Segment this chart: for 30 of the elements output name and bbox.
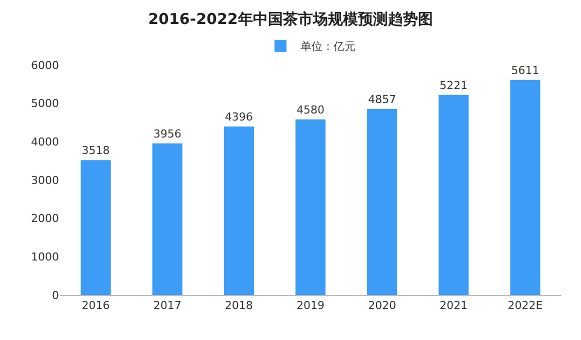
y-tick-label: 1000 xyxy=(31,250,59,264)
data-label: 5611 xyxy=(511,64,540,77)
bar xyxy=(80,160,111,295)
bar xyxy=(510,80,540,295)
x-tick-label: 2020 xyxy=(368,299,396,312)
data-label: 5221 xyxy=(440,78,468,92)
bar xyxy=(224,126,254,295)
x-tick-label: 2021 xyxy=(440,299,468,312)
data-label: 4396 xyxy=(224,110,253,124)
x-tick-label: 2022E xyxy=(508,299,543,312)
y-tick-label: 3000 xyxy=(31,174,59,187)
x-tick-label: 2017 xyxy=(153,299,182,312)
data-label: 4857 xyxy=(368,92,396,106)
y-tick-label: 0 xyxy=(52,288,59,302)
y-tick-label: 2000 xyxy=(31,212,59,226)
y-tick-label: 6000 xyxy=(31,58,59,72)
x-tick-label: 2019 xyxy=(296,299,324,312)
bar xyxy=(295,119,326,295)
data-label: 3518 xyxy=(82,144,110,158)
x-tick-label: 2016 xyxy=(82,299,110,312)
data-label: 4580 xyxy=(296,103,324,116)
y-tick-label: 4000 xyxy=(31,136,59,149)
chart-title: 2016-2022年中国茶市场规模预测趋势图 xyxy=(148,10,433,28)
legend-label: 单位：亿元 xyxy=(300,40,356,54)
bar xyxy=(438,94,469,295)
x-tick-label: 2018 xyxy=(224,299,253,312)
y-tick-label: 5000 xyxy=(31,97,59,110)
bar xyxy=(152,143,182,295)
bar xyxy=(367,108,398,295)
data-label: 3956 xyxy=(153,127,182,140)
